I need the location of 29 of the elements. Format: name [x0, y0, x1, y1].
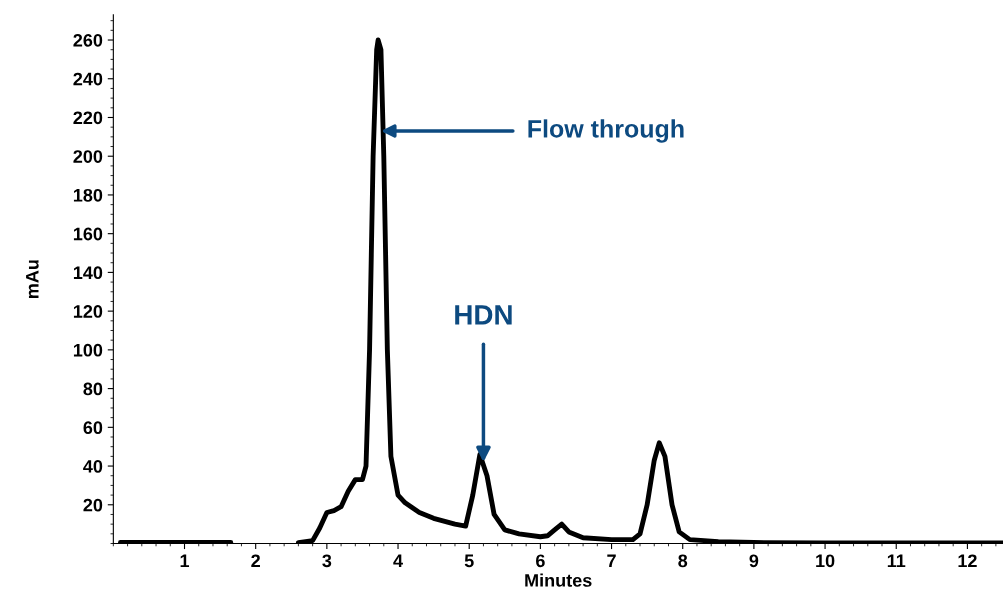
y-tick-label: 80 [83, 382, 103, 396]
y-tick-label: 160 [73, 227, 103, 241]
x-tick-label: 5 [464, 554, 474, 568]
x-tick-label: 10 [816, 554, 835, 568]
x-tick-label: 11 [887, 554, 906, 568]
y-tick-label: 200 [73, 150, 103, 163]
x-tick-label: 8 [678, 554, 688, 568]
x-tick-label: 3 [322, 554, 332, 568]
y-tick-label: 240 [73, 72, 103, 86]
x-tick-label: 9 [749, 554, 759, 568]
x-tick-label: 7 [607, 554, 616, 568]
y-tick-label: 100 [73, 343, 103, 357]
annotation: Flow through [528, 119, 684, 143]
y-tick-label: 220 [73, 111, 103, 125]
y-tick-label: 20 [83, 498, 103, 512]
y-tick-label: 260 [73, 33, 103, 47]
x-tick-label: 2 [251, 554, 260, 568]
x-axis-title: Minutes [525, 573, 592, 587]
x-tick-label: 6 [536, 554, 545, 568]
y-tick-label: 180 [73, 188, 103, 202]
x-tick-label: 1 [180, 554, 190, 568]
y-tick-label: 40 [83, 459, 103, 473]
y-axis-title: mAu [26, 260, 39, 299]
y-tick-label: 120 [73, 305, 103, 318]
annotation: HDN [455, 305, 512, 325]
y-tick-label: 140 [73, 266, 103, 280]
x-tick-label: 4 [393, 554, 403, 568]
y-tick-label: 60 [83, 421, 103, 435]
x-tick-label: 12 [958, 554, 977, 568]
